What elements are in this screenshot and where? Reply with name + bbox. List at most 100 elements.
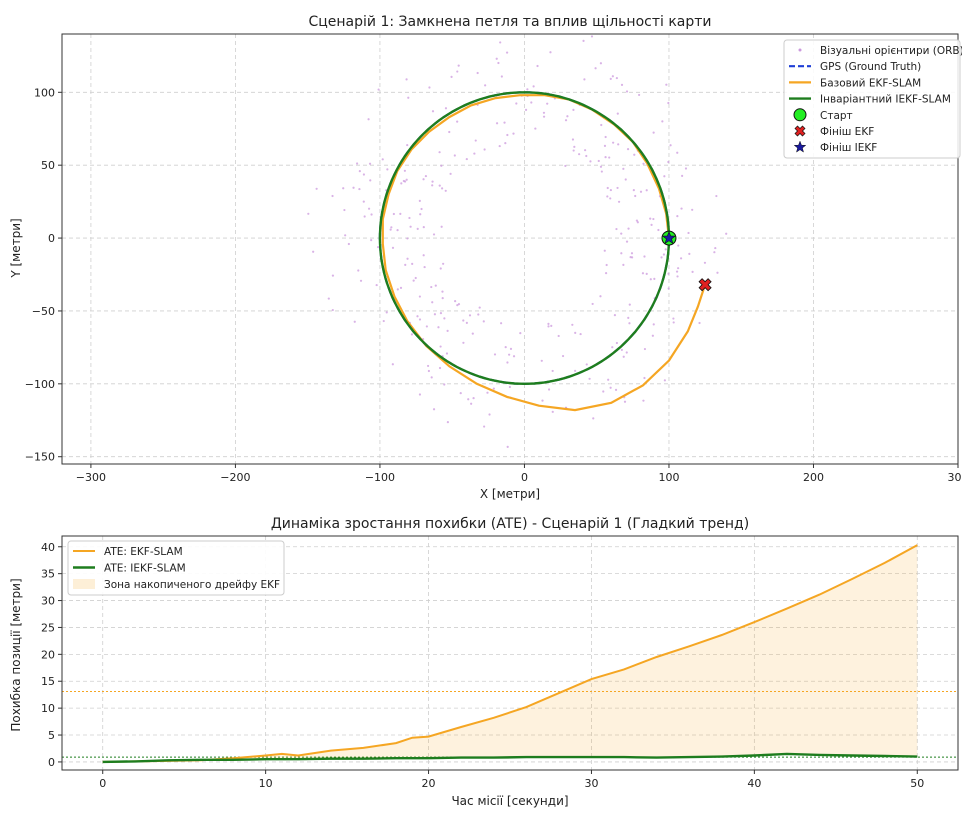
landmark-point	[390, 226, 392, 228]
landmark-point	[423, 226, 425, 228]
landmark-point	[368, 208, 370, 210]
landmark-point	[626, 241, 628, 243]
legend-label: Візуальні орієнтири (ORB)	[820, 45, 962, 57]
landmark-point	[500, 322, 502, 324]
landmark-point	[713, 251, 715, 253]
landmark-point	[483, 425, 485, 427]
landmark-point	[653, 278, 655, 280]
landmark-point	[592, 417, 594, 419]
landmark-point	[669, 144, 671, 146]
landmark-point	[704, 262, 706, 264]
landmark-point	[725, 233, 727, 235]
landmark-point	[424, 266, 426, 268]
landmark-point	[612, 75, 614, 77]
landmark-point	[628, 322, 630, 324]
legend-label: Зона накопиченого дрейфу EKF	[104, 579, 280, 591]
landmark-point	[614, 314, 616, 316]
landmark-point	[650, 224, 652, 226]
landmark-point	[600, 124, 602, 126]
landmark-point	[415, 277, 417, 279]
x-tick-label: 0	[99, 777, 106, 790]
landmark-point	[331, 195, 333, 197]
landmark-point	[610, 78, 612, 80]
landmark-point	[423, 254, 425, 256]
landmark-point	[466, 322, 468, 324]
landmark-point	[642, 163, 644, 165]
landmark-point	[606, 195, 608, 197]
landmark-point	[562, 355, 564, 357]
landmark-point	[475, 139, 477, 141]
landmark-point	[572, 109, 574, 111]
landmark-point	[547, 323, 549, 325]
landmark-point	[417, 228, 419, 230]
landmark-point	[627, 227, 629, 229]
landmark-point	[364, 215, 366, 217]
landmark-point	[621, 84, 623, 86]
landmark-point	[585, 155, 587, 157]
landmark-point	[625, 178, 627, 180]
landmark-point	[534, 127, 536, 129]
y-tick-label: 15	[41, 675, 55, 688]
landmark-point	[652, 335, 654, 337]
landmark-point	[582, 40, 584, 42]
landmark-point	[406, 237, 408, 239]
landmark-point	[558, 335, 560, 337]
y-tick-label: 35	[41, 568, 55, 581]
y-tick-label: 10	[41, 702, 55, 715]
legend-label: Старт	[820, 110, 853, 122]
landmark-point	[392, 363, 394, 365]
landmark-point	[425, 175, 427, 177]
landmark-point	[499, 41, 501, 43]
trajectory-x-axis-label: X [метри]	[480, 487, 540, 501]
landmark-point	[579, 333, 581, 335]
landmark-point	[469, 314, 471, 316]
landmark-point	[676, 215, 678, 217]
landmark-point	[400, 182, 402, 184]
landmark-point	[499, 145, 501, 147]
landmark-point	[591, 35, 593, 37]
landmark-point	[393, 213, 395, 215]
landmark-point	[419, 318, 421, 320]
landmark-point	[629, 303, 631, 305]
landmark-point	[594, 67, 596, 69]
landmark-point	[447, 421, 449, 423]
trajectory-legend: Візуальні орієнтири (ORB)GPS (Ground Tru…	[784, 40, 962, 158]
landmark-point	[564, 165, 566, 167]
landmark-point	[359, 170, 361, 172]
landmark-point	[496, 122, 498, 124]
legend-landmark-swatch	[799, 49, 802, 52]
landmark-point	[397, 288, 399, 290]
landmark-point	[460, 392, 462, 394]
landmark-point	[574, 370, 576, 372]
landmark-point	[612, 142, 614, 144]
landmark-point	[426, 325, 428, 327]
legend-label: Фініш EKF	[820, 126, 874, 138]
landmark-point	[419, 200, 421, 202]
landmark-point	[616, 187, 618, 189]
landmark-point	[501, 75, 503, 77]
landmark-point	[369, 163, 371, 165]
landmark-point	[400, 287, 402, 289]
landmark-point	[676, 270, 678, 272]
landmark-point	[609, 197, 611, 199]
landmark-point	[600, 62, 602, 64]
landmark-point	[358, 188, 360, 190]
landmark-point	[623, 356, 625, 358]
landmark-point	[441, 187, 443, 189]
landmark-point	[367, 118, 369, 120]
landmark-point	[484, 84, 486, 86]
landmark-point	[624, 401, 626, 403]
landmark-point	[507, 446, 509, 448]
landmark-point	[617, 113, 619, 115]
landmark-point	[652, 218, 654, 220]
landmark-point	[443, 317, 445, 319]
landmark-point	[406, 258, 408, 260]
x-tick-label: −200	[220, 471, 250, 484]
landmark-point	[622, 264, 624, 266]
landmark-point	[406, 179, 408, 181]
landmark-point	[668, 287, 670, 289]
landmark-point	[439, 345, 441, 347]
y-tick-label: 20	[41, 648, 55, 661]
landmark-point	[348, 243, 350, 245]
landmark-point	[688, 253, 690, 255]
